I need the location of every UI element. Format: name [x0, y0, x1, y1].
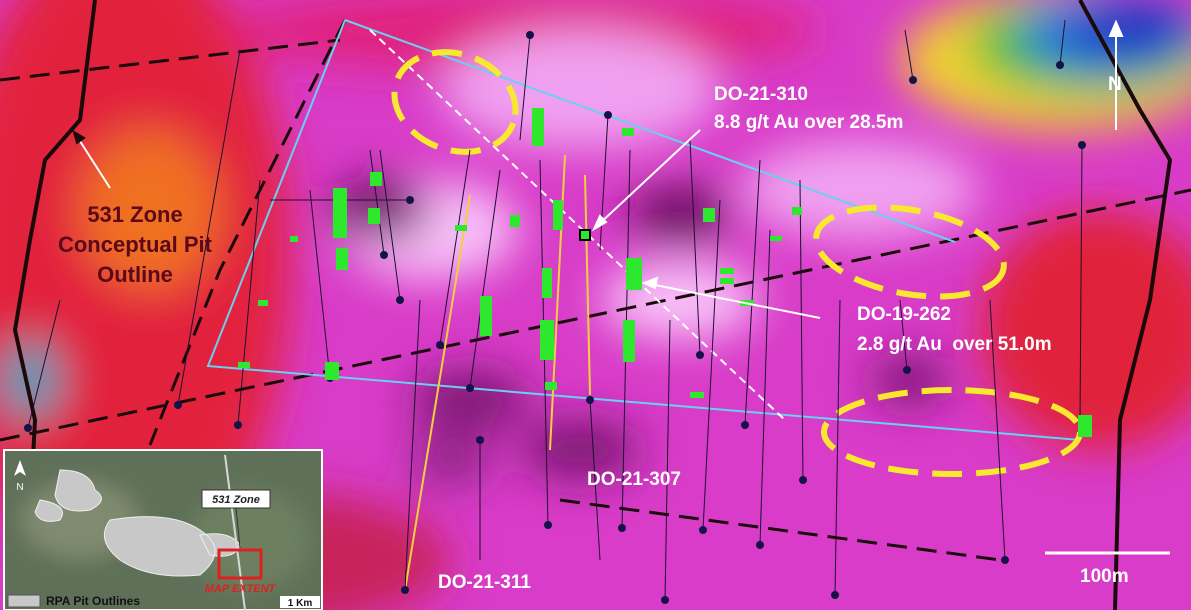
labels: 531 Zone Conceptual Pit Outline DO-21-31… [58, 74, 1129, 593]
north-label: N [1108, 74, 1122, 95]
hole-id: DO-19-262 [857, 304, 951, 325]
zone-label: Outline [97, 262, 173, 287]
assay-intervals [238, 108, 1092, 437]
hole-id: DO-21-310 [714, 84, 808, 105]
hole-grade: 8.8 g/t Au over 28.5m [714, 112, 903, 133]
hole-id: DO-21-311 [438, 572, 531, 593]
callouts [72, 19, 1170, 555]
inset-map: 531 Zone MAP EXTENT N RPA Pit Outlines 1… [3, 449, 323, 610]
drill-holes [24, 19, 1086, 604]
inset-extent: MAP EXTENT [205, 583, 277, 595]
inset-legend: RPA Pit Outlines [46, 594, 140, 608]
inset-north: N [16, 482, 23, 493]
inset-scale: 1 Km [288, 598, 313, 609]
zone-label: Conceptual Pit [58, 232, 213, 257]
inset-zone: 531 Zone [212, 494, 260, 506]
zone-label: 531 Zone [87, 202, 182, 227]
hole-grade: 2.8 g/t Au over 51.0m [857, 334, 1052, 355]
scale-label: 100m [1080, 566, 1129, 587]
hole-id: DO-21-307 [587, 469, 681, 490]
